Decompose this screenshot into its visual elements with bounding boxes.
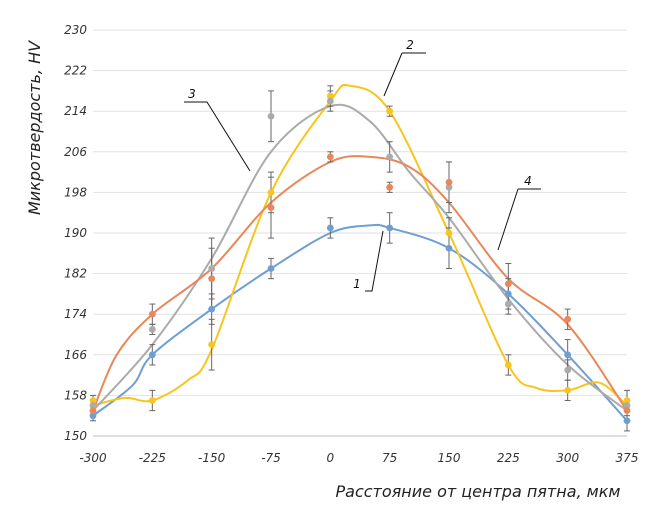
point-s3-9 bbox=[623, 402, 631, 409]
y-tick-206: 206 bbox=[64, 145, 87, 159]
point-s1-0 bbox=[89, 412, 97, 420]
point-s2-0 bbox=[89, 397, 97, 404]
series-3-curve bbox=[92, 103, 628, 412]
series-2-curve bbox=[92, 83, 628, 407]
point-s2-9 bbox=[623, 397, 631, 404]
point-s1-6 bbox=[445, 244, 453, 252]
y-tick-150: 150 bbox=[64, 429, 87, 443]
point-s4-2 bbox=[208, 275, 216, 283]
series-curves bbox=[92, 83, 628, 422]
point-s2-6 bbox=[445, 229, 453, 237]
curve-label-1: 1 bbox=[353, 230, 384, 292]
point-s1-3 bbox=[267, 265, 275, 272]
point-s1-7 bbox=[504, 290, 512, 298]
curve-label-2: 2 bbox=[383, 38, 426, 97]
point-s2-5 bbox=[386, 107, 394, 115]
x-tick--300: -300 bbox=[79, 451, 107, 465]
data-points bbox=[89, 92, 631, 425]
y-tick-190: 190 bbox=[64, 226, 87, 240]
point-s2-8 bbox=[564, 386, 572, 394]
point-s4-5 bbox=[386, 183, 394, 191]
point-s4-6 bbox=[445, 178, 453, 186]
point-s4-3 bbox=[267, 204, 275, 212]
curve-label-text: 1 bbox=[353, 277, 361, 291]
point-s3-3 bbox=[267, 112, 275, 120]
point-s1-2 bbox=[208, 305, 216, 313]
y-tick-labels: 150 158 166 174 182 190 198 206 214 222 230 bbox=[64, 23, 87, 443]
y-tick-198: 198 bbox=[64, 185, 87, 199]
x-tick-300: 300 bbox=[556, 451, 579, 465]
x-tick-labels: -300 -225 -150 -75 0 75 150 225 300 375 bbox=[79, 451, 638, 465]
point-s3-6 bbox=[445, 183, 453, 191]
point-s4-7 bbox=[504, 280, 512, 288]
point-s1-4 bbox=[326, 224, 334, 232]
point-s4-0 bbox=[89, 407, 97, 415]
point-s1-9 bbox=[623, 417, 631, 425]
curve-label-text: 3 bbox=[188, 87, 196, 101]
curve-label-3: 3 bbox=[184, 87, 251, 172]
point-s3-1 bbox=[148, 326, 156, 333]
y-tick-230: 230 bbox=[64, 23, 87, 37]
x-tick-75: 75 bbox=[382, 451, 397, 465]
point-s1-8 bbox=[564, 351, 572, 359]
point-s3-5 bbox=[386, 153, 394, 161]
x-tick-375: 375 bbox=[616, 451, 639, 465]
point-s3-2 bbox=[208, 265, 216, 272]
curve-label-text: 4 bbox=[524, 174, 532, 188]
grid-lines bbox=[93, 29, 627, 437]
point-s2-1 bbox=[148, 397, 156, 404]
x-tick--225: -225 bbox=[139, 451, 166, 465]
leader-line bbox=[365, 230, 384, 292]
point-s2-2 bbox=[208, 341, 216, 349]
error-bars bbox=[90, 85, 630, 432]
point-s3-0 bbox=[89, 402, 97, 409]
point-s2-4 bbox=[326, 92, 334, 100]
curve-label-4: 4 bbox=[497, 174, 541, 251]
y-tick-182: 182 bbox=[64, 267, 87, 281]
leader-line bbox=[383, 52, 403, 97]
point-s4-1 bbox=[148, 310, 156, 318]
point-s4-8 bbox=[564, 315, 572, 323]
y-tick-174: 174 bbox=[64, 307, 87, 321]
x-tick--75: -75 bbox=[261, 451, 281, 465]
y-tick-214: 214 bbox=[64, 104, 87, 118]
curve-labels: 1 2 3 4 bbox=[184, 38, 541, 292]
point-s4-9 bbox=[623, 407, 631, 415]
x-tick--150: -150 bbox=[198, 451, 226, 465]
point-s2-3 bbox=[267, 189, 275, 196]
y-tick-166: 166 bbox=[64, 348, 87, 362]
leader-line bbox=[497, 188, 519, 251]
y-axis-title: Микротвердость, HV bbox=[25, 40, 44, 215]
point-s2-7 bbox=[504, 361, 512, 369]
point-s3-8 bbox=[564, 366, 572, 374]
curve-label-text: 2 bbox=[406, 38, 414, 52]
x-axis-title: Расстояние от центра пятна, мкм bbox=[336, 482, 621, 501]
y-tick-158: 158 bbox=[64, 388, 87, 402]
x-tick-0: 0 bbox=[327, 451, 335, 465]
y-tick-222: 222 bbox=[64, 64, 87, 78]
point-s3-7 bbox=[504, 300, 512, 308]
point-s3-4 bbox=[326, 97, 334, 105]
point-s4-4 bbox=[326, 153, 334, 161]
x-tick-225: 225 bbox=[497, 451, 520, 465]
point-s1-5 bbox=[386, 224, 394, 232]
x-tick-150: 150 bbox=[438, 451, 461, 465]
point-s1-1 bbox=[148, 351, 156, 359]
leader-line bbox=[184, 101, 251, 172]
